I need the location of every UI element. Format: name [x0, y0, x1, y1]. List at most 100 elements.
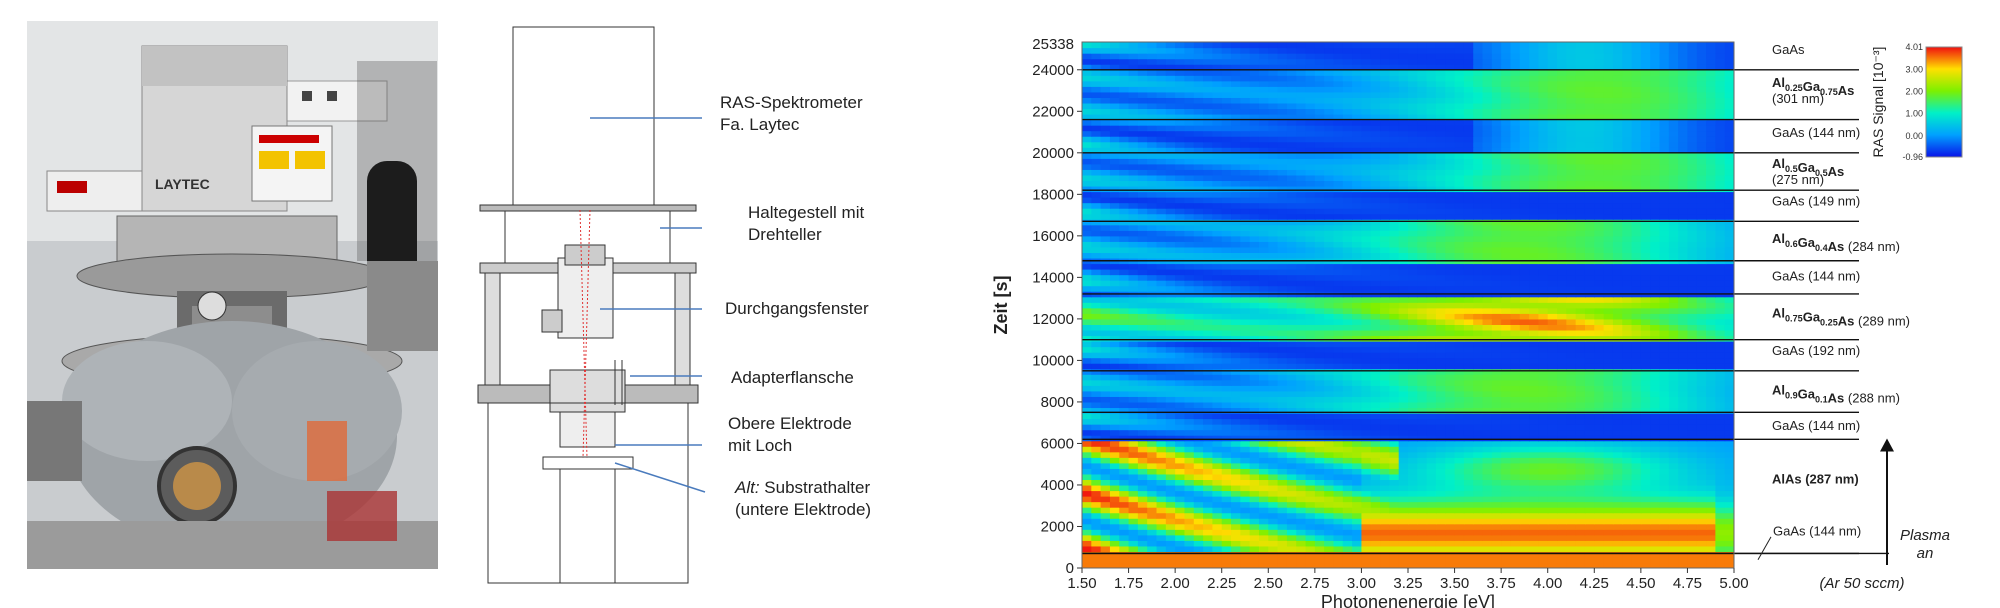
heatmap-cell [1231, 396, 1241, 403]
heatmap-cell [1417, 269, 1428, 276]
heatmap-cell [1715, 435, 1726, 442]
heatmap-cell [1370, 379, 1381, 386]
heatmap-cell [1696, 457, 1707, 464]
heatmap-cell [1277, 340, 1288, 348]
heatmap-cell [1333, 446, 1344, 453]
heatmap-cell [1212, 424, 1223, 431]
heatmap-cell [1408, 523, 1418, 530]
heatmap-cell [1445, 213, 1456, 220]
heatmap-cell [1370, 202, 1381, 209]
heatmap-cell [1408, 501, 1418, 508]
heatmap-cell [1119, 346, 1130, 353]
heatmap-cell [1109, 540, 1120, 547]
heatmap-cell [1510, 352, 1521, 359]
heatmap-cell [1575, 551, 1586, 558]
heatmap-cell [1333, 435, 1344, 442]
heatmap-cell [1529, 484, 1539, 492]
heatmap-cell [1547, 523, 1558, 530]
heatmap-cell [1501, 363, 1512, 370]
heatmap-cell [1296, 418, 1307, 425]
heatmap-cell [1361, 379, 1372, 386]
heatmap-cell [1119, 180, 1130, 187]
heatmap-cell [1184, 440, 1195, 447]
heatmap-cell [1314, 252, 1325, 259]
heatmap-cell [1650, 418, 1661, 425]
heatmap-cell [1389, 451, 1400, 458]
heatmap-cell [1668, 401, 1679, 409]
heatmap-cell [1584, 390, 1595, 397]
heatmap-cell [1361, 512, 1372, 519]
heatmap-cell [1380, 219, 1390, 226]
heatmap-cell [1566, 435, 1577, 442]
heatmap-cell [1538, 246, 1549, 253]
heatmap-cell [1473, 246, 1484, 253]
heatmap-cell [1212, 418, 1223, 425]
heatmap-cell [1668, 551, 1679, 558]
heatmap-cell [1100, 429, 1111, 436]
heatmap-cell [1687, 484, 1698, 492]
heatmap-cell [1175, 368, 1186, 375]
heatmap-cell [1305, 263, 1316, 270]
heatmap-cell [1370, 518, 1381, 525]
heatmap-cell [1333, 246, 1344, 253]
heatmap-cell [1584, 534, 1595, 541]
heatmap-cell [1612, 235, 1623, 242]
heatmap-cell [1706, 529, 1716, 536]
heatmap-cell [1277, 385, 1288, 392]
heatmap-cell [1584, 562, 1595, 568]
heatmap-cell [1380, 479, 1390, 486]
heatmap-cell [1417, 407, 1428, 414]
heatmap-cell [1361, 390, 1372, 397]
heatmap-cell [1324, 529, 1335, 536]
heatmap-cell [1482, 340, 1493, 348]
heatmap-cell [1156, 246, 1167, 253]
heatmap-cell [1380, 357, 1390, 364]
heatmap-cell [1296, 562, 1307, 568]
heatmap-cell [1603, 191, 1614, 198]
heatmap-cell [1603, 534, 1614, 541]
heatmap-cell [1286, 479, 1297, 486]
heatmap-cell [1258, 451, 1269, 458]
heatmap-cell [1212, 274, 1223, 281]
heatmap-cell [1622, 529, 1633, 536]
heatmap-cell [1286, 484, 1297, 492]
heatmap-cell [1603, 180, 1614, 187]
heatmap-cell [1557, 213, 1567, 220]
heatmap-cell [1100, 230, 1111, 237]
heatmap-cell [1435, 302, 1446, 309]
heatmap-cell [1389, 213, 1400, 220]
heatmap-cell [1715, 263, 1726, 270]
heatmap-cell [1184, 390, 1195, 397]
heatmap-cell [1119, 213, 1130, 220]
heatmap-cell [1258, 512, 1269, 519]
heatmap-cell [1603, 263, 1614, 270]
heatmap-cell [1258, 556, 1269, 564]
heatmap-cell [1184, 507, 1195, 514]
heatmap-cell [1435, 396, 1446, 403]
heatmap-cell [1687, 285, 1698, 292]
heatmap-cell [1091, 396, 1102, 403]
heatmap-cell [1687, 191, 1698, 198]
heatmap-cell [1231, 274, 1241, 281]
heatmap-cell [1109, 197, 1120, 204]
heatmap-cell [1724, 435, 1734, 442]
heatmap-cell [1650, 185, 1661, 193]
heatmap-cell [1286, 529, 1297, 536]
heatmap-cell [1715, 274, 1726, 281]
heatmap-cell [1314, 235, 1325, 242]
heatmap-cell [1519, 424, 1530, 431]
heatmap-cell [1510, 357, 1521, 364]
heatmap-cell [1463, 208, 1474, 215]
heatmap-cell [1650, 446, 1661, 453]
heatmap-cell [1408, 540, 1418, 547]
heatmap-cell [1715, 462, 1726, 469]
heatmap-cell [1631, 556, 1642, 564]
heatmap-cell [1119, 407, 1130, 414]
heatmap-cell [1417, 324, 1428, 331]
heatmap-cell [1361, 545, 1372, 552]
heatmap-cell [1193, 451, 1204, 458]
heatmap-cell [1631, 468, 1642, 475]
heatmap-cell [1678, 252, 1689, 259]
heatmap-cell [1687, 451, 1698, 458]
heatmap-cell [1268, 374, 1279, 381]
